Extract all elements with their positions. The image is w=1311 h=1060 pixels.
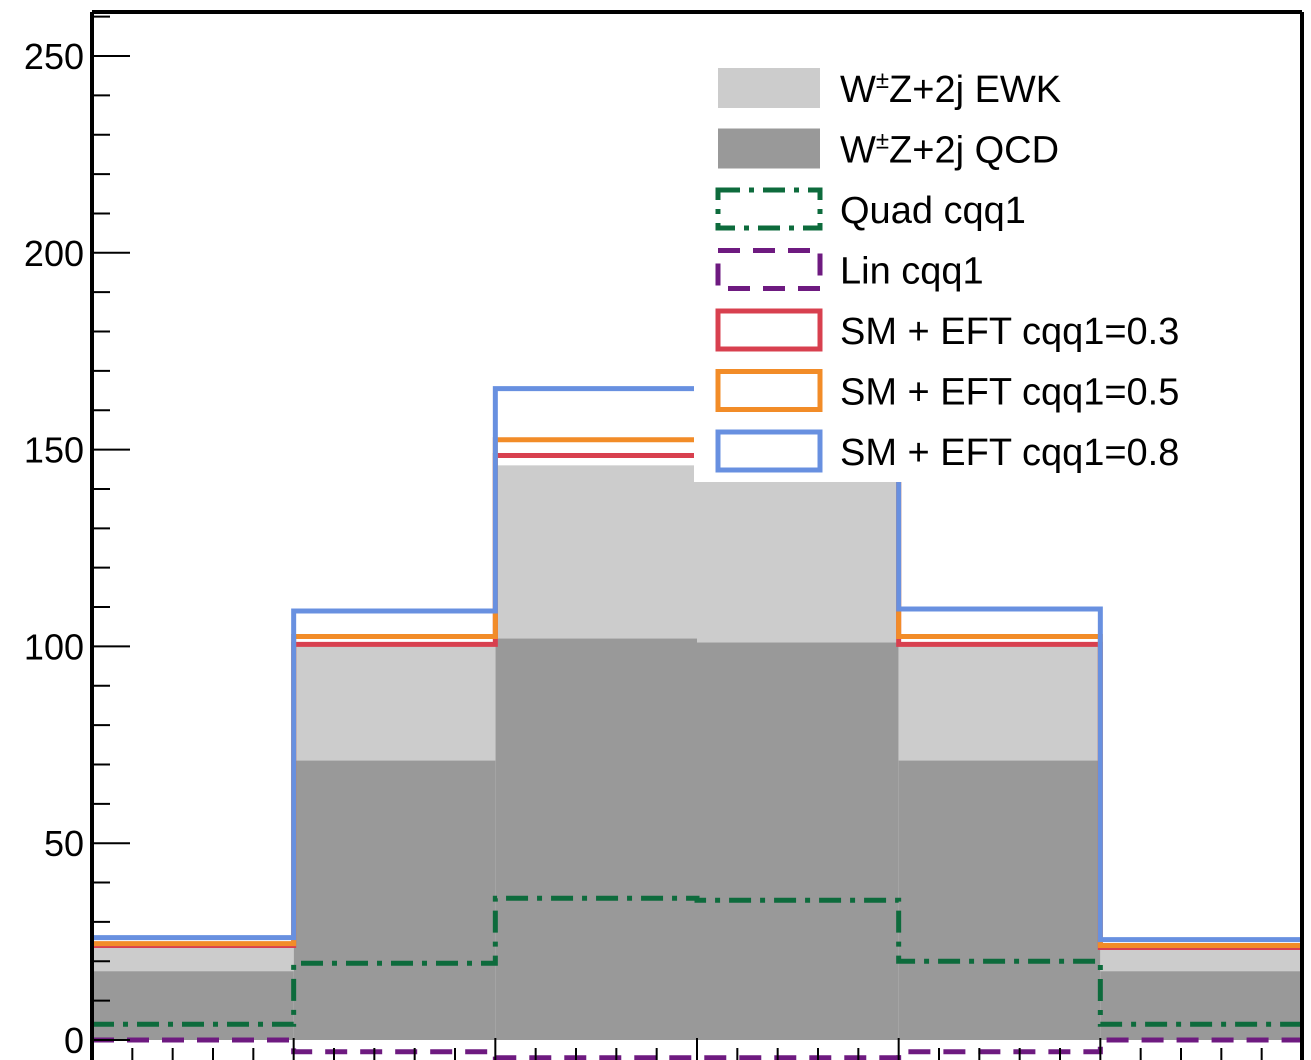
legend-entry-lin-cqq1: Lin cqq1 xyxy=(715,248,984,293)
axes: 0 50 100 150 200 250 xyxy=(24,10,1304,1060)
legend-entry-sm-eft-cqq1-0-5: SM + EFT cqq1=0.5 xyxy=(715,369,1179,414)
bar-w-z-2j-qcd-bin-5 xyxy=(898,760,1101,1040)
legend-swatch xyxy=(715,187,823,231)
legend-entry-quad-cqq1: Quad cqq1 xyxy=(715,187,1026,232)
legend-label: W±Z+2j QCD xyxy=(840,128,1059,172)
legend-label: SM + EFT cqq1=0.3 xyxy=(840,311,1179,353)
y-tick-label: 150 xyxy=(24,430,84,471)
y-tick-label: 250 xyxy=(24,36,84,77)
bar-w-z-2j-qcd-bin-2 xyxy=(293,760,496,1040)
y-tick-label: 50 xyxy=(44,823,84,864)
y-tick-label: 100 xyxy=(24,626,84,667)
legend-label: W±Z+2j EWK xyxy=(840,67,1061,111)
bar-w-z-2j-ewk-bin-2 xyxy=(293,646,496,761)
legend-swatch xyxy=(715,369,823,412)
bar-w-z-2j-ewk-bin-3 xyxy=(495,465,697,639)
bar-w-z-2j-qcd-bin-3 xyxy=(495,638,697,1040)
bar-w-z-2j-qcd-bin-6 xyxy=(1100,971,1302,1040)
legend-box xyxy=(694,55,1294,482)
bar-w-z-2j-ewk-bin-6 xyxy=(1100,947,1302,972)
bar-w-z-2j-ewk-bin-4 xyxy=(697,465,899,643)
legend-entry-sm-eft-cqq1-0-8: SM + EFT cqq1=0.8 xyxy=(715,429,1179,474)
legend-swatch xyxy=(718,68,820,108)
y-tick-label: 200 xyxy=(24,233,84,274)
legend-label: SM + EFT cqq1=0.8 xyxy=(840,432,1179,474)
y-tick-label: 0 xyxy=(64,1020,84,1060)
bar-w-z-2j-ewk-bin-5 xyxy=(898,646,1101,761)
stacked-bars xyxy=(92,465,1302,1040)
legend-swatch xyxy=(715,429,823,473)
bar-w-z-2j-ewk-bin-1 xyxy=(92,947,294,972)
bar-w-z-2j-qcd-bin-4 xyxy=(697,642,899,1040)
legend-swatch xyxy=(715,248,823,291)
legend: W±Z+2j EWK W±Z+2j QCD Quad cqq1 Lin cqq1 SM … xyxy=(694,55,1294,482)
legend-label: Quad cqq1 xyxy=(840,190,1026,232)
legend-entry-w-z-2j-qcd: W±Z+2j QCD xyxy=(718,128,1059,172)
line-quad-cqq1 xyxy=(92,895,1302,1027)
legend-entry-w-z-2j-ewk: W±Z+2j EWK xyxy=(718,67,1061,111)
legend-swatch xyxy=(715,308,823,352)
legend-label: Lin cqq1 xyxy=(840,251,984,293)
legend-label: SM + EFT cqq1=0.5 xyxy=(840,372,1179,414)
bar-w-z-2j-qcd-bin-1 xyxy=(92,971,294,1040)
legend-entry-sm-eft-cqq1-0-3: SM + EFT cqq1=0.3 xyxy=(715,308,1179,353)
legend-swatch xyxy=(718,128,820,169)
